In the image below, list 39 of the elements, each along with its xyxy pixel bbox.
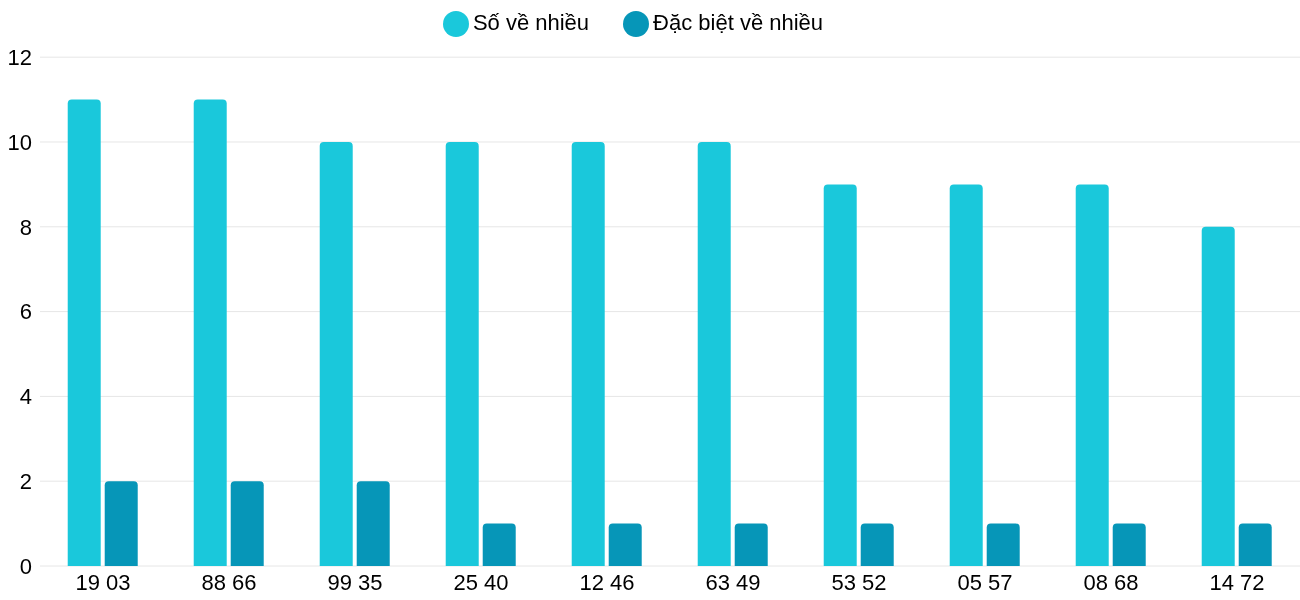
x-tick-label: 99 35 [327, 569, 383, 595]
bar [356, 481, 390, 566]
x-tick-label: 88 66 [201, 569, 257, 595]
y-tick-label: 4 [19, 384, 32, 410]
x-tick-label: 08 68 [1083, 569, 1139, 595]
y-tick-label: 12 [7, 45, 32, 70]
bar [104, 481, 138, 566]
legend-label: Đặc biệt về nhiều [653, 10, 824, 35]
bar [823, 184, 857, 566]
bar [1201, 226, 1235, 566]
bar [1112, 523, 1146, 566]
x-tick-label: 63 49 [705, 569, 761, 595]
y-tick-label: 8 [19, 214, 32, 240]
bar [1075, 184, 1109, 566]
y-tick-label: 6 [19, 299, 32, 325]
bar [697, 141, 731, 566]
bar [482, 523, 516, 566]
bar [1238, 523, 1272, 566]
x-tick-label: 25 40 [453, 569, 509, 595]
bar [319, 141, 353, 566]
y-tick-label: 0 [19, 553, 32, 579]
bar [734, 523, 768, 566]
bar [860, 523, 894, 566]
bar [608, 523, 642, 566]
y-tick-label: 2 [19, 469, 32, 495]
bar [986, 523, 1020, 566]
legend-label: Số về nhiều [472, 10, 590, 35]
bar [571, 141, 605, 566]
bar [67, 99, 101, 566]
y-tick-label: 10 [7, 129, 32, 155]
bar [230, 481, 264, 566]
bar [949, 184, 983, 566]
x-tick-label: 14 72 [1209, 569, 1265, 595]
x-tick-label: 05 57 [957, 569, 1013, 595]
bar [445, 141, 479, 566]
x-tick-label: 19 03 [75, 569, 131, 595]
x-tick-label: 53 52 [831, 569, 887, 595]
bar [193, 99, 227, 566]
x-tick-label: 12 46 [579, 569, 635, 595]
